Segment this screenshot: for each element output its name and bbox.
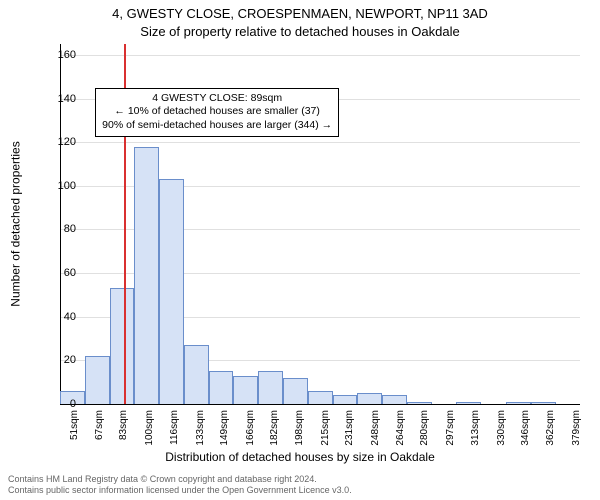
- histogram-bar: [456, 402, 481, 404]
- histogram-bar: [283, 378, 308, 404]
- histogram-bar: [110, 288, 135, 404]
- annotation-line2: ← 10% of detached houses are smaller (37…: [102, 105, 332, 119]
- x-tick-label: 231sqm: [344, 410, 355, 446]
- y-tick-label: 100: [46, 180, 76, 192]
- histogram-bar: [209, 371, 234, 404]
- chart-subtitle: Size of property relative to detached ho…: [0, 24, 600, 39]
- x-tick-label: 330sqm: [496, 410, 507, 446]
- x-tick-label: 182sqm: [269, 410, 280, 446]
- y-axis-label-text: Number of detached properties: [9, 141, 23, 306]
- x-axis-line: [60, 404, 580, 405]
- y-axis-label: Number of detached properties: [6, 44, 26, 404]
- x-axis-label: Distribution of detached houses by size …: [0, 450, 600, 464]
- y-tick-label: 140: [46, 93, 76, 105]
- x-tick-label: 362sqm: [545, 410, 556, 446]
- histogram-bar: [531, 402, 556, 404]
- y-tick-label: 20: [46, 354, 76, 366]
- histogram-bar: [134, 147, 159, 404]
- y-tick-label: 40: [46, 311, 76, 323]
- histogram-bar: [184, 345, 209, 404]
- histogram-bar: [308, 391, 333, 404]
- x-tick-label: 149sqm: [219, 410, 230, 446]
- gridline: [60, 142, 580, 143]
- histogram-bar: [506, 402, 531, 404]
- x-tick-label: 51sqm: [69, 410, 80, 440]
- y-tick-label: 120: [46, 136, 76, 148]
- x-tick-label: 100sqm: [144, 410, 155, 446]
- histogram-bar: [333, 395, 358, 404]
- x-tick-label: 379sqm: [571, 410, 582, 446]
- x-tick-label: 264sqm: [395, 410, 406, 446]
- annotation-line3: 90% of semi-detached houses are larger (…: [102, 119, 332, 133]
- histogram-bar: [357, 393, 382, 404]
- chart-title-line1: 4, GWESTY CLOSE, CROESPENMAEN, NEWPORT, …: [0, 6, 600, 21]
- x-tick-label: 83sqm: [118, 410, 129, 440]
- x-tick-label: 215sqm: [320, 410, 331, 446]
- footer-line1: Contains HM Land Registry data © Crown c…: [8, 474, 352, 485]
- x-tick-label: 248sqm: [370, 410, 381, 446]
- histogram-bar: [258, 371, 283, 404]
- annotation-box: 4 GWESTY CLOSE: 89sqm← 10% of detached h…: [95, 88, 339, 137]
- histogram-bar: [85, 356, 110, 404]
- x-tick-label: 280sqm: [419, 410, 430, 446]
- x-tick-label: 67sqm: [94, 410, 105, 440]
- x-tick-label: 313sqm: [470, 410, 481, 446]
- y-tick-label: 0: [46, 398, 76, 410]
- x-tick-label: 198sqm: [294, 410, 305, 446]
- histogram-bar: [233, 376, 258, 404]
- y-tick-label: 160: [46, 49, 76, 61]
- x-tick-label: 297sqm: [445, 410, 456, 446]
- x-tick-label: 346sqm: [520, 410, 531, 446]
- y-tick-label: 60: [46, 267, 76, 279]
- histogram-bar: [159, 179, 184, 404]
- footer-attribution: Contains HM Land Registry data © Crown c…: [8, 474, 352, 496]
- histogram-bar: [382, 395, 407, 404]
- y-tick-label: 80: [46, 223, 76, 235]
- footer-line2: Contains public sector information licen…: [8, 485, 352, 496]
- annotation-line1: 4 GWESTY CLOSE: 89sqm: [102, 92, 332, 106]
- x-tick-label: 133sqm: [195, 410, 206, 446]
- gridline: [60, 55, 580, 56]
- x-tick-label: 166sqm: [245, 410, 256, 446]
- histogram-bar: [407, 402, 432, 404]
- x-tick-label: 116sqm: [169, 410, 180, 445]
- histogram-plot: 4 GWESTY CLOSE: 89sqm← 10% of detached h…: [60, 44, 580, 404]
